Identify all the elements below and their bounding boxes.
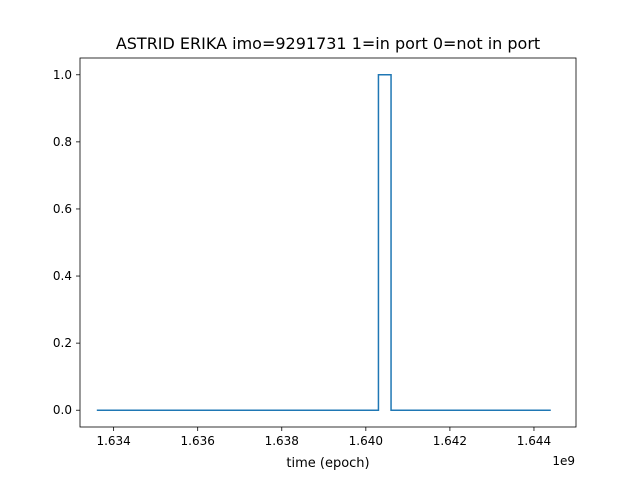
y-tick-label: 0.0 <box>53 403 72 417</box>
x-axis-offset-label: 1e9 <box>552 454 575 468</box>
plot-area <box>96 74 551 411</box>
axes-frame <box>79 57 577 428</box>
x-tick-label: 1.636 <box>181 434 215 448</box>
y-tick-label: 1.0 <box>53 68 72 82</box>
x-tick-label: 1.642 <box>433 434 467 448</box>
y-tick-label: 0.8 <box>53 135 72 149</box>
series-line-0 <box>96 74 551 411</box>
x-tick-label: 1.640 <box>349 434 383 448</box>
y-tick-label: 0.6 <box>53 202 72 216</box>
chart-title: ASTRID ERIKA imo=9291731 1=in port 0=not… <box>116 34 540 53</box>
axes: 1.634 1.636 1.638 1.640 1.642 1.644 0.0 0.2 0.4 0… <box>53 57 577 448</box>
x-tick-label: 1.634 <box>96 434 130 448</box>
y-tick-label: 0.2 <box>53 336 72 350</box>
y-tick-label: 0.4 <box>53 269 72 283</box>
x-tick-label: 1.644 <box>517 434 551 448</box>
x-tick-label: 1.638 <box>265 434 299 448</box>
x-axis-label: time (epoch) <box>286 456 369 471</box>
